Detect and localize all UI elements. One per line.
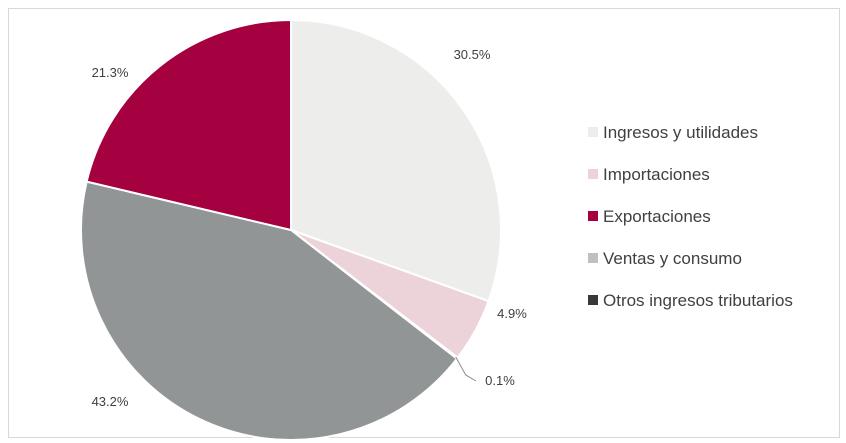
legend-label-5: Otros ingresos tributarios <box>603 291 793 310</box>
legend-label-3: Exportaciones <box>603 207 711 226</box>
pie-slice-1 <box>290 18 502 303</box>
pie-slice-5 <box>85 18 292 232</box>
data-label-4: 43.2% <box>92 394 129 409</box>
legend-label-4: Ventas y consumo <box>603 249 742 268</box>
data-labels: 30.5% 4.9% 0.1% 43.2% 21.3% <box>92 47 528 409</box>
legend-label-2: Importaciones <box>603 165 710 184</box>
legend-swatch-1 <box>588 127 598 137</box>
data-label-1: 30.5% <box>454 47 491 62</box>
legend-label-1: Ingresos y utilidades <box>603 123 758 142</box>
legend: Ingresos y utilidades Importaciones Export… <box>588 123 793 310</box>
data-label-3: 0.1% <box>485 373 515 388</box>
leader-line <box>455 356 477 382</box>
leader-lines <box>455 356 477 382</box>
data-label-2: 4.9% <box>497 306 527 321</box>
legend-swatch-3 <box>588 211 598 221</box>
data-label-5: 21.3% <box>92 65 129 80</box>
legend-swatch-4 <box>588 253 598 263</box>
pie-slice-4 <box>80 180 459 441</box>
legend-swatch-5 <box>588 295 598 305</box>
legend-swatch-2 <box>588 169 598 179</box>
pie-slices <box>80 18 502 441</box>
